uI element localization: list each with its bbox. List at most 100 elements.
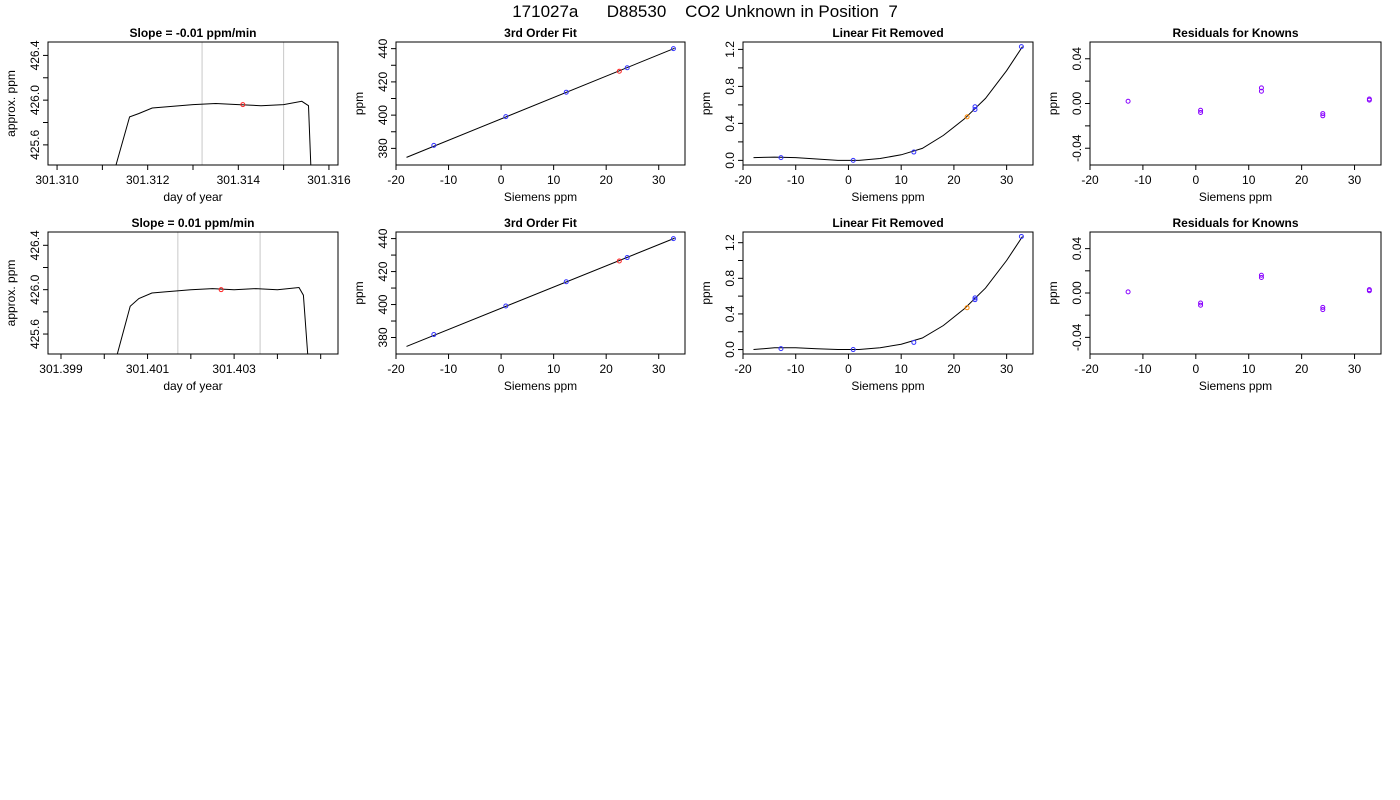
panel-title: Slope = 0.01 ppm/min	[131, 216, 254, 230]
plot-area	[406, 236, 676, 347]
y-tick-label: -0.04	[1070, 323, 1084, 351]
y-tick-label: 426.4	[28, 230, 42, 260]
plot-area	[1125, 85, 1372, 119]
chart-panel-3: -20 -10 0 10 20 30 0.0 0.4 0.8 1.2 Linear Fit Remo…	[699, 26, 1034, 204]
x-axis-label: Siemens ppm	[504, 190, 577, 204]
plot-frame	[742, 41, 1034, 166]
x-tick-label: 301.312	[126, 173, 170, 187]
y-tick-label: 400	[376, 294, 390, 314]
fit-line	[406, 237, 675, 347]
x-tick-label: 20	[1295, 362, 1309, 376]
x-tick-label: 20	[947, 362, 961, 376]
y-tick-label: 0.0	[723, 152, 737, 169]
x-tick-label: -20	[734, 173, 752, 187]
y-tick-label: 0.04	[1070, 47, 1084, 71]
data-point-unknown	[616, 68, 622, 74]
data-point-residual	[1125, 289, 1131, 295]
y-tick-label: 0.00	[1070, 281, 1084, 305]
x-tick-label: 30	[652, 362, 666, 376]
plot-frame	[47, 231, 339, 355]
x-tick-label: -20	[1081, 173, 1099, 187]
x-axis-label: Siemens ppm	[504, 379, 577, 393]
data-point-residual	[1258, 274, 1264, 280]
plot-area	[406, 46, 676, 158]
data-point-known	[624, 255, 630, 261]
y-tick-label: 420	[376, 261, 390, 281]
x-axis-label: Siemens ppm	[1199, 379, 1272, 393]
x-tick-label: 0	[1192, 362, 1199, 376]
chart-panel-8: -20 -10 0 10 20 30 -0.04 0.00 0.04 Residuals for …	[1046, 216, 1382, 393]
figure-title: 171027a D88530 CO2 Unknown in Position 7	[512, 2, 898, 21]
data-point-residual	[1320, 113, 1326, 119]
panel-title: 3rd Order Fit	[504, 26, 577, 40]
panel-title: Linear Fit Removed	[832, 26, 943, 40]
chart-panel-1: 301.310 301.312 301.314 301.316 425.6 426.0 42…	[4, 26, 351, 204]
y-axis-label: ppm	[1046, 281, 1060, 304]
y-tick-label: 0.8	[723, 78, 737, 95]
data-point-known	[431, 142, 437, 148]
x-tick-label: 30	[1000, 362, 1014, 376]
data-point-residual	[1198, 302, 1204, 308]
x-tick-label: 0	[845, 362, 852, 376]
x-tick-label: 20	[947, 173, 961, 187]
x-tick-label: -10	[1134, 173, 1152, 187]
data-point-known	[563, 89, 569, 95]
plot-area	[116, 232, 309, 354]
data-point-known	[911, 149, 917, 155]
x-tick-label: 30	[652, 173, 666, 187]
x-tick-label: 0	[498, 173, 505, 187]
y-axis-label: ppm	[352, 92, 366, 115]
data-point-residual	[1258, 85, 1264, 91]
data-point-known	[972, 295, 978, 301]
data-point-known	[972, 104, 978, 110]
y-tick-label: 0.8	[723, 270, 737, 287]
data-point-known	[911, 339, 917, 345]
chart-panel-7: -20 -10 0 10 20 30 0.0 0.4 0.8 1.2 Linear Fit Remo…	[699, 216, 1034, 393]
x-axis-label: Siemens ppm	[1199, 190, 1272, 204]
x-tick-label: -20	[1081, 362, 1099, 376]
data-point-known	[670, 236, 676, 242]
data-point-known	[778, 346, 784, 352]
x-tick-label: 10	[547, 173, 561, 187]
y-tick-label: 0.00	[1070, 91, 1084, 115]
y-tick-label: 380	[376, 138, 390, 158]
x-tick-label: 10	[547, 362, 561, 376]
data-point-known	[1018, 44, 1024, 50]
data-point-known	[624, 65, 630, 71]
x-tick-label: 10	[1242, 362, 1256, 376]
x-tick-label: 301.399	[39, 362, 83, 376]
data-point-known	[503, 114, 509, 120]
x-tick-label: -10	[440, 362, 458, 376]
data-trace	[115, 100, 312, 165]
chart-panel-2: -20 -10 0 10 20 30 380 400 420 440 3rd Order Fit Si…	[352, 26, 686, 204]
x-axis-label: Siemens ppm	[851, 379, 924, 393]
x-tick-label: 0	[845, 173, 852, 187]
x-tick-label: -10	[787, 173, 805, 187]
data-point-unknown	[616, 258, 622, 264]
fit-line	[406, 47, 675, 158]
y-tick-label: 0.4	[723, 115, 737, 132]
fit-curve	[753, 46, 1023, 161]
y-tick-label: 1.2	[723, 41, 737, 58]
x-tick-label: 301.401	[126, 362, 170, 376]
panel-title: 3rd Order Fit	[504, 216, 577, 230]
plot-frame	[395, 231, 686, 355]
x-tick-label: 301.310	[35, 173, 79, 187]
y-tick-label: 0.0	[723, 341, 737, 358]
x-tick-label: 301.316	[307, 173, 351, 187]
x-tick-label: 10	[895, 173, 909, 187]
data-point-residual	[1198, 300, 1204, 306]
y-tick-label: 0.04	[1070, 237, 1084, 261]
chart-panels: 301.310 301.312 301.314 301.316 425.6 426.0 42…	[4, 26, 1382, 393]
chart-panel-4: -20 -10 0 10 20 30 -0.04 0.00 0.04 Residuals for …	[1046, 26, 1382, 204]
y-tick-label: 400	[376, 105, 390, 125]
fit-curve	[753, 236, 1023, 350]
x-tick-label: 10	[895, 362, 909, 376]
x-axis-label: Siemens ppm	[851, 190, 924, 204]
data-point-known	[778, 155, 784, 161]
y-tick-label: 420	[376, 72, 390, 92]
y-tick-label: 1.2	[723, 234, 737, 251]
data-point-residual	[1366, 288, 1372, 294]
y-axis-label: approx. ppm	[4, 70, 18, 137]
x-tick-label: -10	[440, 173, 458, 187]
